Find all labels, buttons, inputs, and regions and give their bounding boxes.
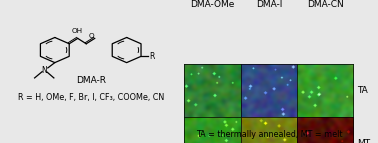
Text: DMA-I: DMA-I bbox=[256, 0, 282, 9]
Text: DMA-OMe: DMA-OMe bbox=[191, 0, 235, 9]
Text: O: O bbox=[89, 33, 94, 39]
Text: DMA-CN: DMA-CN bbox=[307, 0, 344, 9]
Text: TA: TA bbox=[357, 86, 368, 95]
Text: R: R bbox=[150, 52, 155, 61]
Text: MT: MT bbox=[357, 139, 370, 143]
Text: TA = thermally annealed, MT = melt: TA = thermally annealed, MT = melt bbox=[196, 130, 342, 139]
Text: DMA-R: DMA-R bbox=[76, 76, 106, 85]
Text: OH: OH bbox=[71, 28, 82, 34]
Text: R = H, OMe, F, Br, I, CF₃, COOMe, CN: R = H, OMe, F, Br, I, CF₃, COOMe, CN bbox=[18, 93, 164, 102]
Text: N: N bbox=[42, 66, 47, 75]
